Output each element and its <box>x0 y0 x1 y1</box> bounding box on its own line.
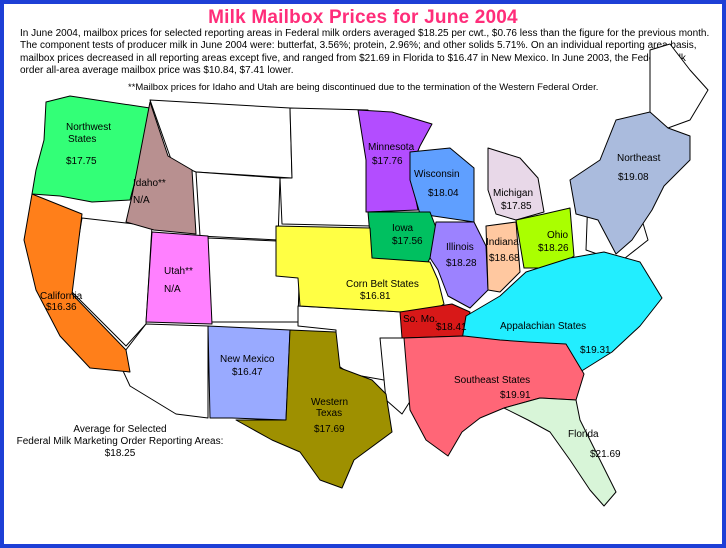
label-iowa-price: $17.56 <box>392 236 423 247</box>
label-southeast-price: $19.91 <box>500 390 531 401</box>
label-illinois-name: Illinois <box>446 242 474 253</box>
label-minnesota-name: Minnesota <box>368 142 415 153</box>
label-western-texas-name2: Texas <box>316 408 342 419</box>
region-northwest-states <box>31 95 151 203</box>
label-florida-name: Florida <box>568 429 599 440</box>
state-dakotas <box>279 107 373 227</box>
label-minnesota-price: $17.76 <box>372 156 403 167</box>
region-western-texas <box>235 329 393 489</box>
label-ohio-price: $18.26 <box>538 243 569 254</box>
label-new-mexico-name: New Mexico <box>220 354 275 365</box>
label-illinois-price: $18.28 <box>446 258 477 269</box>
region-ohio <box>515 207 575 269</box>
label-california-price: $16.36 <box>46 302 77 313</box>
label-idaho-name: Idaho** <box>133 178 166 189</box>
label-california-name: California <box>40 291 83 302</box>
label-wisconsin-price: $18.04 <box>428 188 459 199</box>
state-new-england <box>649 43 709 129</box>
average-value: $18.25 <box>104 448 136 459</box>
label-northwest-name1: Northwest <box>66 122 111 133</box>
region-indiana <box>485 221 521 293</box>
label-wisconsin-name: Wisconsin <box>414 169 460 180</box>
label-michigan-price: $17.85 <box>501 201 532 212</box>
label-northwest-price: $17.75 <box>66 156 97 167</box>
average-line2: Federal Milk Marketing Order Reporting A… <box>16 436 224 447</box>
region-northeast <box>569 111 691 255</box>
label-northeast-price: $19.08 <box>618 172 649 183</box>
region-wisconsin <box>409 147 475 223</box>
region-florida <box>503 397 617 507</box>
region-idaho <box>125 101 197 235</box>
label-southeast-name: Southeast States <box>454 375 530 386</box>
region-new-mexico <box>207 325 291 421</box>
label-corn-belt-name: Corn Belt States <box>346 279 419 290</box>
label-ohio-name: Ohio <box>547 230 569 241</box>
average-line1: Average for Selected <box>73 424 167 435</box>
label-florida-price: $21.69 <box>590 449 621 460</box>
label-michigan-name: Michigan <box>493 188 533 199</box>
label-western-texas-name1: Western <box>311 397 348 408</box>
region-illinois <box>429 221 489 309</box>
label-northwest-name2: States <box>68 134 96 145</box>
label-western-texas-price: $17.69 <box>314 424 345 435</box>
label-northeast-name: Northeast <box>617 153 661 164</box>
label-appalachian-name: Appalachian States <box>500 321 586 332</box>
intro-paragraph: In June 2004, mailbox prices for selecte… <box>20 28 710 77</box>
page-title: Milk Mailbox Prices for June 2004 <box>208 7 518 28</box>
label-iowa-name: Iowa <box>392 223 414 234</box>
label-new-mexico-price: $16.47 <box>232 367 263 378</box>
label-idaho-price: N/A <box>133 195 150 206</box>
label-so-mo-name: So. Mo. <box>403 314 437 325</box>
label-utah-price: N/A <box>164 284 181 295</box>
label-indiana-name: Indiana <box>486 237 519 248</box>
average-legend: Average for Selected Federal Milk Market… <box>15 424 225 460</box>
label-corn-belt-price: $16.81 <box>360 291 391 302</box>
label-utah-name: Utah** <box>164 266 193 277</box>
label-so-mo-price: $18.41 <box>436 322 467 333</box>
label-indiana-price: $18.68 <box>489 253 520 264</box>
label-appalachian-price: $19.31 <box>580 345 611 356</box>
region-utah <box>145 231 213 325</box>
region-california <box>23 193 131 373</box>
discontinued-note: **Mailbox prices for Idaho and Utah are … <box>128 82 599 93</box>
state-wyoming <box>195 171 281 241</box>
region-michigan <box>487 147 545 221</box>
